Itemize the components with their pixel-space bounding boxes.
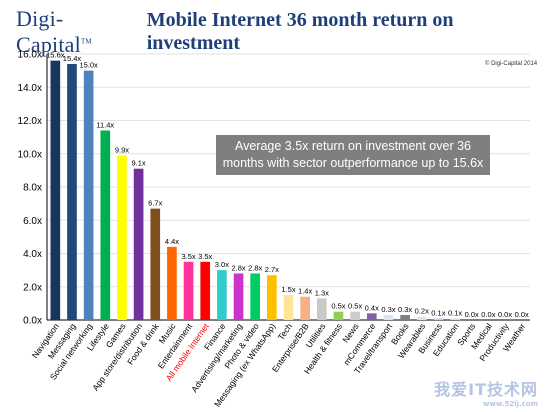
copyright-note: © Digi-Capital 2014 [485,61,538,67]
data-label: 3.5x [198,252,212,261]
bar [300,296,310,320]
brand-logo-text: Digi-CapitalTM [16,6,139,58]
chart-title: Mobile Internet 36 month return on inves… [146,9,454,54]
bar [267,275,277,320]
bar [366,313,377,320]
y-tick-label: 6.0x [23,216,42,227]
bar [100,130,111,320]
data-label: 9.1x [132,159,146,168]
data-label: 2.7x [265,265,279,274]
data-label: 15.6x [46,51,65,60]
bar [183,261,194,320]
bar [333,311,344,320]
y-tick-label: 8.0x [23,183,42,194]
bar [233,273,244,320]
bar [350,311,360,320]
data-label: 3.5x [181,252,195,261]
y-tick-label: 12.0x [18,116,42,127]
callout-box: Average 3.5x return on investment over 3… [216,135,490,175]
bar [450,318,460,320]
data-label: 0.2x [415,307,429,316]
data-label: 1.3x [315,288,329,297]
data-label: 3.0x [215,260,229,269]
data-label: 6.7x [148,199,162,208]
data-label: 15.4x [63,54,82,63]
bar [167,246,177,320]
data-label: 0.5x [331,302,345,311]
data-label: 2.8x [231,263,245,272]
bar [383,315,394,320]
y-tick-label: 10.0x [18,149,42,160]
data-label: 0.4x [365,303,379,312]
data-label: 9.9x [115,145,129,154]
data-label: 15.0x [79,61,98,70]
data-label: 2.8x [248,263,262,272]
data-label: 0.1x [448,308,462,317]
bar [316,298,327,320]
data-label: 0.3x [381,305,395,314]
y-tick-label: 14.0x [18,83,42,94]
bar [150,208,161,320]
watermark-text: 我爱IT技术网 [434,380,538,399]
data-label: 0.1x [431,308,445,317]
bar [200,261,211,320]
data-label: 0.0x [515,310,529,319]
y-tick-label: 0.0x [23,316,42,327]
bar [416,316,427,320]
data-label: 0.3x [398,305,412,314]
data-label: 1.5x [281,285,295,294]
bar [67,63,77,320]
bar [250,273,261,320]
y-tick-label: 2.0x [23,282,42,293]
bar [83,70,94,320]
watermark-url: www.52ij.com [482,400,538,408]
data-label: 0.0x [498,310,512,319]
site-watermark: 我爱IT技术网 www.52ij.com [434,376,538,408]
data-label: 0.5x [348,302,362,311]
y-tick-label: 16.0x [18,50,42,61]
brand-trademark: TM [80,37,92,46]
bar [133,168,144,320]
data-label: 4.4x [165,237,179,246]
bar [283,295,294,320]
data-label: 0.0x [481,310,495,319]
bar [117,155,127,320]
bar [433,318,444,320]
bar [50,60,61,321]
data-label: 1.4x [298,287,312,296]
y-tick-label: 4.0x [23,249,42,260]
chart-header: Digi-CapitalTM Mobile Internet 36 month … [0,0,550,57]
bar [400,315,410,320]
bar [217,270,227,320]
data-label: 0.0x [465,310,479,319]
callout-text: Average 3.5x return on investment over 3… [222,139,484,170]
data-label: 11.4x [96,120,114,129]
brand-name: Digi-Capital [16,6,81,57]
